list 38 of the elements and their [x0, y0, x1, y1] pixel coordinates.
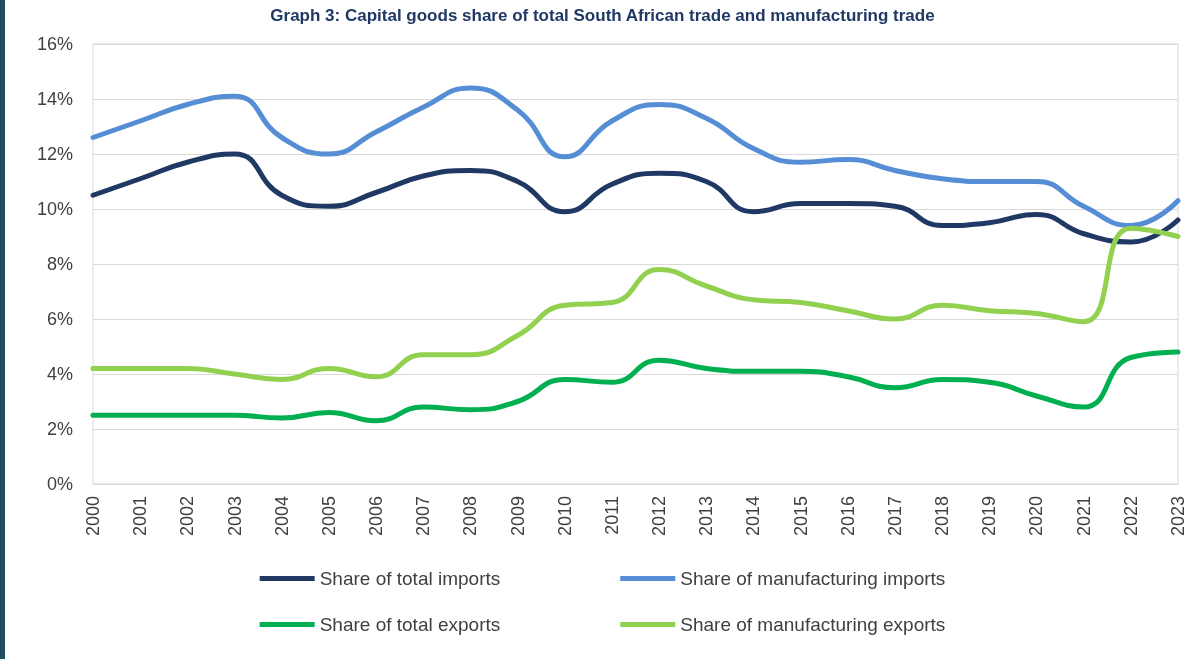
x-tick-label: 2013: [696, 496, 717, 537]
y-tick-label: 14%: [36, 89, 73, 109]
x-tick-label: 2001: [130, 496, 151, 537]
x-tick-label: 2021: [1073, 496, 1094, 537]
x-tick-label: 2011: [601, 496, 622, 535]
legend-label: Share of total exports: [319, 614, 501, 635]
x-tick-label: 2008: [460, 496, 481, 537]
x-tick-label: 2007: [413, 496, 434, 537]
x-tick-label: 2015: [790, 496, 811, 537]
x-tick-label: 2003: [224, 496, 245, 537]
y-tick-label: 16%: [36, 34, 73, 54]
legend-label: Share of manufacturing exports: [680, 614, 946, 635]
x-tick-label: 2012: [649, 496, 670, 537]
x-tick-label: 2004: [271, 496, 292, 537]
y-tick-label: 2%: [46, 419, 73, 439]
x-tick-label: 2002: [177, 496, 198, 537]
x-tick-label: 2019: [979, 496, 1000, 537]
x-tick-label: 2020: [1026, 496, 1047, 537]
legend-label: Share of total imports: [319, 568, 501, 589]
x-tick-label: 2010: [554, 496, 575, 537]
y-tick-label: 6%: [46, 309, 73, 329]
x-tick-label: 2014: [743, 496, 764, 537]
x-tick-label: 2005: [318, 496, 339, 537]
x-tick-label: 2017: [884, 496, 905, 537]
x-tick-label: 2000: [83, 496, 103, 537]
y-tick-label: 4%: [46, 364, 73, 384]
y-tick-label: 12%: [36, 144, 73, 164]
x-tick-label: 2006: [366, 496, 387, 537]
legend-label: Share of manufacturing imports: [680, 568, 946, 589]
y-tick-label: 0%: [46, 474, 73, 494]
x-tick-label: 2016: [837, 496, 858, 537]
x-tick-label: 2022: [1120, 496, 1141, 537]
y-tick-label: 8%: [46, 254, 73, 274]
y-tick-label: 10%: [36, 199, 73, 219]
chart-title: Graph 3: Capital goods share of total South African trade and manufacturing trade: [270, 6, 935, 25]
x-tick-label: 2023: [1168, 496, 1188, 537]
x-tick-label: 2009: [507, 496, 528, 537]
x-tick-label: 2018: [932, 496, 953, 537]
